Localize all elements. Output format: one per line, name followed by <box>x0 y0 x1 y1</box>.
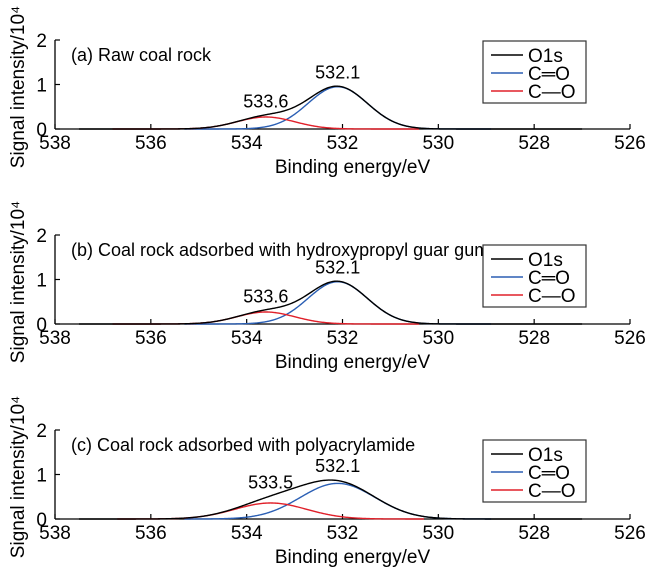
y-tick-label: 0 <box>36 120 47 141</box>
legend-box <box>482 244 587 308</box>
y-tick-label: 0 <box>36 510 47 531</box>
legend-c-single-o-label: C—O <box>528 481 576 502</box>
peak-label: 533.6 <box>243 286 288 306</box>
legend-c-single-o-label: C—O <box>528 286 576 307</box>
x-tick-label: 538 <box>39 328 71 349</box>
x-tick-label: 530 <box>422 133 454 154</box>
peak-label: 533.6 <box>243 91 288 111</box>
y-axis-title: Signal intensity/10⁴ <box>8 6 29 168</box>
y-tick-label: 2 <box>36 421 47 442</box>
x-tick-label: 538 <box>39 523 71 544</box>
panel-a: 0 1 2 538 536 534 532 530 528 526 Binding energy/e… <box>8 6 646 178</box>
x-axis-title: Binding energy/eV <box>275 352 431 373</box>
x-axis-title: Binding energy/eV <box>275 547 431 568</box>
y-tick-label: 0 <box>36 315 47 336</box>
x-tick-label: 530 <box>422 328 454 349</box>
y-axis-title: Signal intensity/10⁴ <box>8 201 29 363</box>
x-axis-title: Binding energy/eV <box>275 157 431 178</box>
legend-box <box>482 439 587 503</box>
x-tick-label: 526 <box>614 523 646 544</box>
x-tick-label: 536 <box>135 133 167 154</box>
legend-c-double-o-label: C═O <box>528 64 570 85</box>
legend-o1s-label: O1s <box>528 46 563 67</box>
y-tick-label: 1 <box>36 271 47 292</box>
peak-label: 532.1 <box>315 63 360 83</box>
peak-label: 533.5 <box>248 473 293 493</box>
panel-b: 0 1 2 538 536 534 532 530 528 526 Binding energy/e… <box>8 201 646 373</box>
x-tick-label: 528 <box>518 133 550 154</box>
x-tick-label: 534 <box>231 523 263 544</box>
x-tick-label: 536 <box>135 523 167 544</box>
x-tick-label: 528 <box>518 523 550 544</box>
x-tick-label: 530 <box>422 523 454 544</box>
y-tick-label: 1 <box>36 466 47 487</box>
x-tick-label: 532 <box>327 133 359 154</box>
y-tick-label: 2 <box>36 226 47 247</box>
x-tick-label: 526 <box>614 133 646 154</box>
panel-title: (b) Coal rock adsorbed with hydroxypropy… <box>71 240 489 260</box>
panel-title: (c) Coal rock adsorbed with polyacrylami… <box>71 435 415 455</box>
panel-title: (a) Raw coal rock <box>71 45 212 65</box>
legend-o1s-label: O1s <box>528 250 563 271</box>
x-tick-label: 532 <box>327 523 359 544</box>
legend-box <box>482 40 587 104</box>
panel-c: 0 1 2 538 536 534 532 530 528 526 Binding energy/e… <box>8 396 646 568</box>
series-c-single-o-line <box>117 502 424 520</box>
legend-c-double-o-label: C═O <box>528 268 570 289</box>
x-tick-label: 534 <box>231 133 263 154</box>
legend-o1s-label: O1s <box>528 445 563 466</box>
peak-label: 532.1 <box>315 258 360 278</box>
x-tick-label: 536 <box>135 328 167 349</box>
y-axis-title: Signal intensity/10⁴ <box>8 396 29 558</box>
series-c-double-o-line <box>184 482 492 520</box>
x-tick-label: 534 <box>231 328 263 349</box>
legend-c-double-o-label: C═O <box>528 463 570 484</box>
x-tick-label: 526 <box>614 328 646 349</box>
y-tick-label: 2 <box>36 31 47 52</box>
peak-label: 532.1 <box>315 456 360 476</box>
x-tick-label: 532 <box>327 328 359 349</box>
x-tick-label: 538 <box>39 133 71 154</box>
series-o1s-line <box>78 85 583 130</box>
legend-c-single-o-label: C—O <box>528 82 576 103</box>
series-o1s-line <box>78 280 583 325</box>
y-tick-label: 1 <box>36 76 47 97</box>
x-tick-label: 528 <box>518 328 550 349</box>
series-o1s-line <box>78 479 583 520</box>
